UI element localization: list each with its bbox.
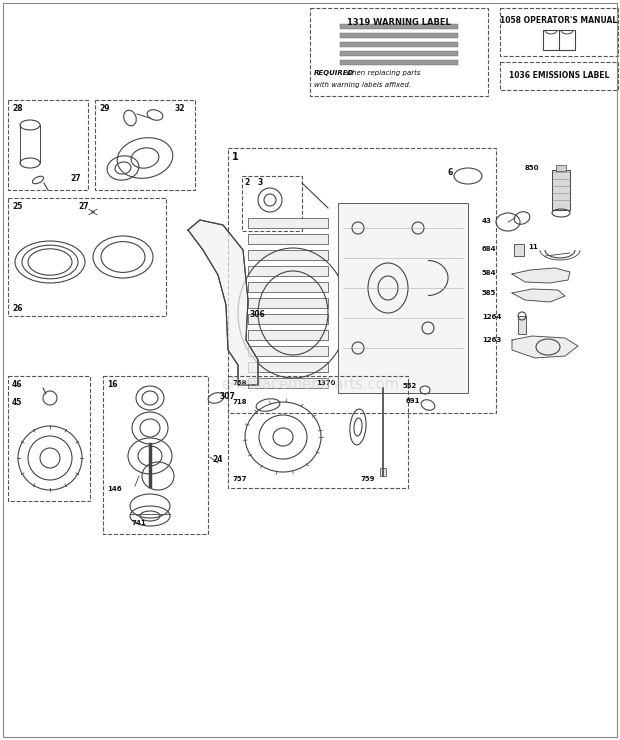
Polygon shape [512, 336, 578, 358]
Bar [248, 378, 328, 388]
Bar [518, 316, 526, 334]
Bar [552, 170, 570, 210]
Text: 584: 584 [482, 270, 497, 276]
Bar [340, 51, 458, 56]
Text: REQUIRED: REQUIRED [314, 70, 354, 76]
Bar [248, 346, 328, 356]
Bar [543, 30, 575, 50]
Text: 146: 146 [107, 486, 122, 492]
Bar [248, 330, 328, 340]
Bar [340, 42, 458, 47]
Text: 25: 25 [12, 202, 22, 211]
Bar [338, 203, 468, 393]
Bar [8, 376, 90, 501]
Text: 11: 11 [528, 244, 538, 250]
Text: 32: 32 [175, 104, 185, 113]
Bar [340, 24, 458, 29]
Text: 1264: 1264 [482, 314, 502, 320]
Bar [242, 176, 302, 231]
Text: 1319 WARNING LABEL: 1319 WARNING LABEL [347, 18, 451, 27]
Text: 45: 45 [12, 398, 22, 407]
Text: 2: 2 [244, 178, 249, 187]
Polygon shape [512, 289, 565, 302]
Text: 1370: 1370 [316, 380, 335, 386]
Text: 759: 759 [360, 476, 374, 482]
Text: 718: 718 [232, 399, 247, 405]
Text: 27: 27 [78, 202, 89, 211]
Bar [514, 244, 524, 256]
Bar [95, 100, 195, 190]
Text: 758: 758 [232, 380, 247, 386]
Bar [248, 266, 328, 276]
Text: 684: 684 [482, 246, 497, 252]
Text: 1058 OPERATOR'S MANUAL: 1058 OPERATOR'S MANUAL [500, 16, 618, 25]
Text: 16: 16 [107, 380, 118, 389]
Text: 741: 741 [131, 520, 146, 526]
Bar [556, 165, 566, 171]
Text: 27: 27 [70, 174, 81, 183]
Text: 1036 EMISSIONS LABEL: 1036 EMISSIONS LABEL [509, 72, 609, 81]
Bar [340, 33, 458, 38]
Text: 26: 26 [12, 304, 22, 313]
Bar [248, 218, 328, 228]
Bar [248, 234, 328, 244]
Bar [340, 60, 458, 65]
Bar [103, 376, 208, 534]
Text: 43: 43 [482, 218, 492, 224]
Bar [248, 298, 328, 308]
Bar [500, 8, 618, 56]
Bar [8, 198, 166, 316]
Bar [310, 8, 488, 96]
Text: 29: 29 [99, 104, 110, 113]
Text: 585: 585 [482, 290, 497, 296]
Polygon shape [188, 220, 258, 385]
Text: 46: 46 [12, 380, 22, 389]
Text: 691: 691 [406, 398, 420, 404]
Text: 1263: 1263 [482, 337, 501, 343]
Text: 1: 1 [232, 152, 239, 162]
Text: 24: 24 [212, 455, 223, 464]
Bar [248, 282, 328, 292]
Text: 28: 28 [12, 104, 22, 113]
Bar [8, 100, 88, 190]
Text: 552: 552 [403, 383, 417, 389]
Bar [248, 362, 328, 372]
Bar [248, 250, 328, 260]
Bar [228, 148, 496, 413]
Text: 757: 757 [232, 476, 247, 482]
Bar [248, 314, 328, 324]
Text: with warning labels affixed.: with warning labels affixed. [314, 82, 411, 88]
Bar [500, 62, 618, 90]
Text: when replacing parts: when replacing parts [344, 70, 420, 76]
Text: 307: 307 [220, 392, 236, 401]
Polygon shape [512, 268, 570, 283]
Text: 850: 850 [525, 165, 539, 171]
Text: eReplacementParts.com: eReplacementParts.com [221, 377, 399, 392]
Text: 3: 3 [258, 178, 264, 187]
Bar [228, 376, 408, 488]
Text: 306: 306 [250, 310, 266, 319]
Text: 6: 6 [448, 168, 453, 177]
Bar [380, 468, 386, 476]
